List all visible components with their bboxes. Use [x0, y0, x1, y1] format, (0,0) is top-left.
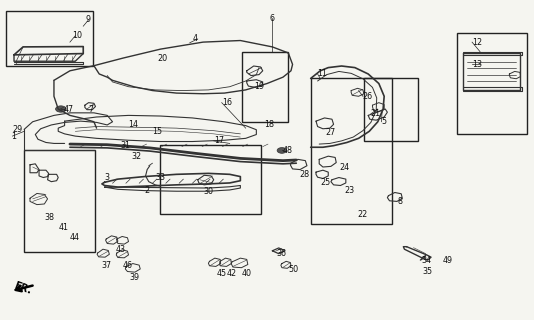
- Text: 16: 16: [222, 98, 232, 107]
- Text: 33: 33: [155, 173, 165, 182]
- Text: 1: 1: [11, 132, 17, 140]
- Text: 27: 27: [326, 128, 336, 137]
- Text: 11: 11: [318, 69, 327, 78]
- Text: 24: 24: [339, 164, 349, 172]
- Text: 41: 41: [58, 223, 68, 232]
- Text: 17: 17: [214, 136, 224, 145]
- Text: 48: 48: [283, 146, 293, 155]
- Text: 42: 42: [227, 268, 237, 278]
- Circle shape: [277, 148, 287, 153]
- Text: 46: 46: [122, 261, 132, 270]
- Text: 21: 21: [371, 109, 381, 118]
- Text: 28: 28: [299, 170, 309, 179]
- Text: 22: 22: [358, 210, 368, 219]
- Text: 4: 4: [192, 35, 198, 44]
- Text: 40: 40: [242, 268, 252, 278]
- Text: 31: 31: [121, 141, 130, 150]
- Text: 30: 30: [203, 188, 213, 196]
- Text: 18: 18: [264, 120, 274, 130]
- Text: 44: 44: [70, 233, 80, 242]
- Text: 49: 49: [443, 256, 453, 265]
- Text: 13: 13: [472, 60, 482, 69]
- Text: 43: 43: [115, 245, 125, 254]
- Text: 14: 14: [129, 120, 138, 130]
- Text: 10: 10: [73, 31, 83, 40]
- Text: 8: 8: [397, 197, 403, 206]
- Text: 5: 5: [381, 117, 387, 126]
- Text: 12: 12: [472, 38, 482, 47]
- Text: 26: 26: [363, 92, 373, 101]
- Text: 3: 3: [105, 173, 109, 182]
- Text: 20: 20: [158, 53, 168, 62]
- Text: 47: 47: [64, 105, 74, 114]
- Circle shape: [56, 106, 66, 112]
- Text: 25: 25: [320, 178, 331, 187]
- Text: 35: 35: [422, 267, 433, 276]
- Text: 6: 6: [270, 14, 274, 23]
- Text: 19: 19: [254, 82, 264, 91]
- Text: 36: 36: [276, 250, 286, 259]
- Text: FR.: FR.: [13, 281, 33, 297]
- Text: 2: 2: [145, 186, 150, 195]
- Text: 34: 34: [421, 256, 431, 265]
- Text: 15: 15: [153, 127, 163, 136]
- Text: 50: 50: [288, 265, 299, 275]
- Text: 39: 39: [130, 273, 140, 282]
- Text: 38: 38: [44, 213, 54, 222]
- Text: 7: 7: [89, 105, 93, 114]
- Text: 32: 32: [131, 152, 142, 161]
- Text: 29: 29: [12, 125, 22, 134]
- Text: 45: 45: [216, 268, 226, 278]
- Text: 9: 9: [86, 15, 91, 24]
- Text: 23: 23: [344, 186, 355, 195]
- Text: 37: 37: [102, 261, 112, 270]
